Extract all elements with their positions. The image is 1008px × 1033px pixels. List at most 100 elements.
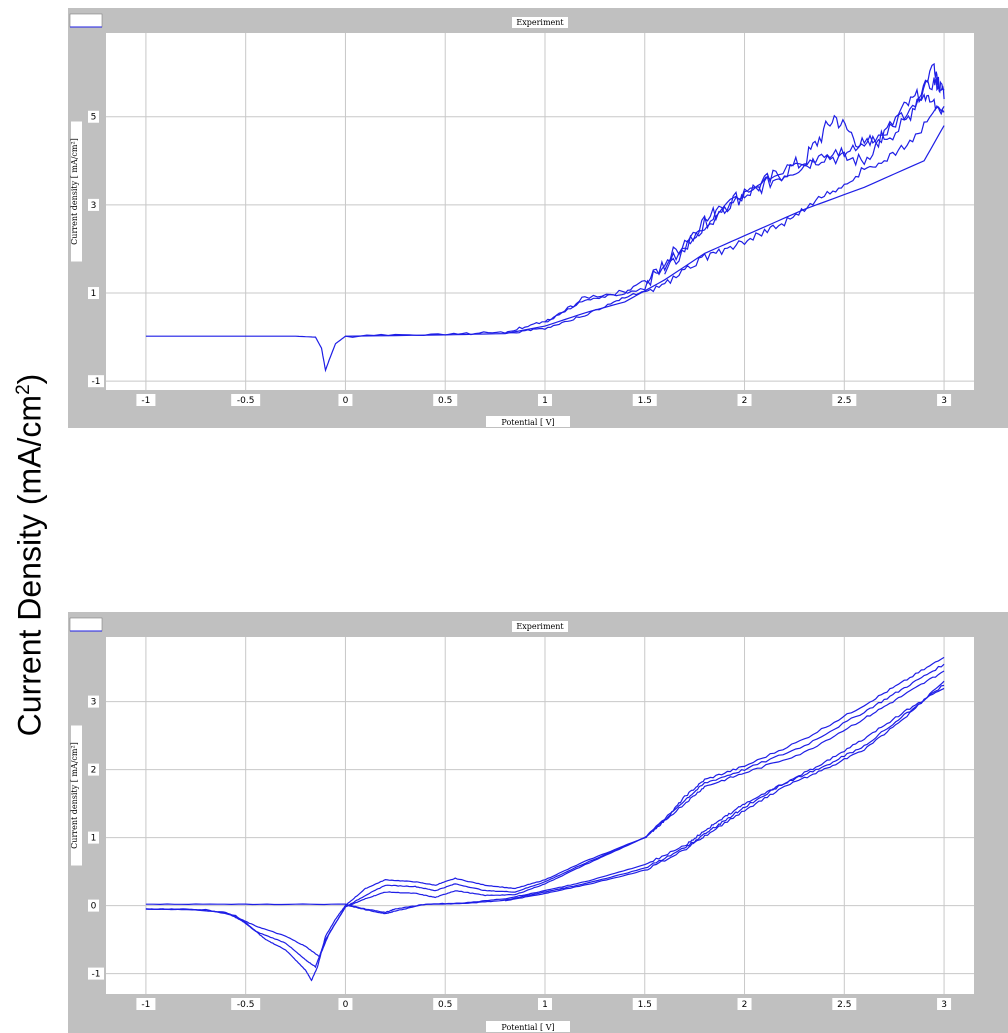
y-axis-label: Current density [ mA/cm²] [70,742,79,849]
chart-panel-bottom: Experiment -1 -0.5 0 0.5 1 1.5 2 2.5 3 -1 0 1 2 3 Poten… [68,612,1008,1033]
y-tick-label: 2 [91,766,97,776]
y-tick: 3 [88,198,99,211]
chart-top-svg: Experiment -1 -0.5 0 0.5 1 1.5 2 2.5 3 -1 1 3 5 Potent… [68,8,1008,428]
x-tick-label: 2 [742,396,748,406]
x-tick-box [832,394,857,406]
chart1-series-2-line [345,92,945,338]
x-axis-label-box [486,416,570,427]
y-tick-box [88,198,99,211]
chart2-series-3-line [145,670,945,958]
x-tick-label: 3 [941,396,947,406]
x-tick: 0.5 [433,394,458,406]
x-tick-label: 1.5 [638,1000,652,1010]
chart2-series-6-line [504,680,945,902]
x-tick-box [338,998,353,1010]
chart-panel-top: Experiment -1 -0.5 0 0.5 1 1.5 2 2.5 3 -1 1 3 5 Potent… [68,8,1008,428]
x-tick: 1 [537,394,552,406]
y-axis-label-box [71,725,82,866]
x-tick: 2.5 [832,998,857,1010]
plot-area [106,33,974,390]
x-tick-label: 0.5 [438,396,452,406]
plot-area [106,637,974,994]
y-tick-box [88,695,99,708]
x-tick: 2 [737,394,752,406]
x-tick: 2 [737,998,752,1010]
x-tick: 1 [537,998,552,1010]
y-tick: 3 [88,695,99,708]
x-tick-box [632,394,657,406]
x-tick: 1.5 [632,394,657,406]
chart-title-box [512,621,568,632]
x-tick: -1 [136,394,156,406]
y-tick-label: 5 [91,113,97,123]
x-tick: 0 [338,394,353,406]
chart-title: Experiment [516,622,564,631]
x-tick-label: 1 [542,1000,548,1010]
x-tick-label: -1 [141,1000,150,1010]
x-tick-box [537,998,552,1010]
y-tick-box [88,287,99,300]
x-tick-label: 2.5 [837,1000,851,1010]
x-tick-box [632,998,657,1010]
x-tick-label: 3 [941,1000,947,1010]
y-tick-label: -1 [92,377,101,387]
x-tick: 0 [338,998,353,1010]
x-tick: 3 [937,998,952,1010]
x-tick-label: 2 [742,1000,748,1010]
legend-box [69,617,103,632]
y-tick-box [88,899,99,912]
y-tick-label: 0 [91,902,97,912]
x-tick-label: -0.5 [237,396,255,406]
y-tick-label: 1 [91,289,97,299]
x-tick-box [737,394,752,406]
y-axis-label: Current density [ mA/cm²] [70,138,79,245]
x-tick-box [433,998,458,1010]
x-tick-box [937,394,952,406]
chart-title-box [512,17,568,28]
x-tick: 0.5 [433,998,458,1010]
chart2-series-1-line [145,656,945,982]
y-tick-box [88,375,104,388]
y-tick: 2 [88,763,99,776]
y-tick-box [88,763,99,776]
y-tick: -1 [88,967,104,980]
x-tick: 1.5 [632,998,657,1010]
chart1-series-4-line [504,105,945,335]
y-axis-label-box [71,121,82,262]
chart2-series-4-line [145,684,945,914]
x-tick-label: -0.5 [237,1000,255,1010]
x-axis-label: Potential [ V] [501,1023,554,1032]
y-tick: 1 [88,831,99,844]
x-tick-label: 0.5 [438,1000,452,1010]
legend-box [69,13,103,28]
x-tick-box [136,394,156,406]
main-y-axis-label: Current Density (mA/cm2) [11,373,48,737]
y-tick: 0 [88,899,99,912]
chart-bottom-svg: Experiment -1 -0.5 0 0.5 1 1.5 2 2.5 3 -1 0 1 2 3 Poten… [68,612,1008,1033]
x-tick-box [338,394,353,406]
x-axis-label: Potential [ V] [501,418,554,427]
chart2-series-5-line [345,687,945,915]
x-tick: -1 [136,998,156,1010]
y-tick: -1 [88,375,104,388]
x-tick-box [433,394,458,406]
chart1-series-5-line [664,77,945,275]
x-tick-label: 1 [542,396,548,406]
y-tick-box [88,110,99,123]
x-axis-label-box [486,1021,570,1032]
y-tick-box [88,831,99,844]
x-tick: 2.5 [832,394,857,406]
x-tick: 3 [937,394,952,406]
y-tick-box [88,967,104,980]
x-tick-box [937,998,952,1010]
chart-title: Experiment [516,18,564,27]
y-tick-label: -1 [92,970,101,980]
x-tick-label: 2.5 [837,396,851,406]
x-tick-label: 0 [343,1000,349,1010]
y-tick-label: 3 [91,201,97,211]
x-tick-box [537,394,552,406]
x-tick: -0.5 [231,998,261,1010]
x-tick-box [136,998,156,1010]
x-tick-label: 1.5 [638,396,652,406]
x-tick-label: -1 [141,396,150,406]
